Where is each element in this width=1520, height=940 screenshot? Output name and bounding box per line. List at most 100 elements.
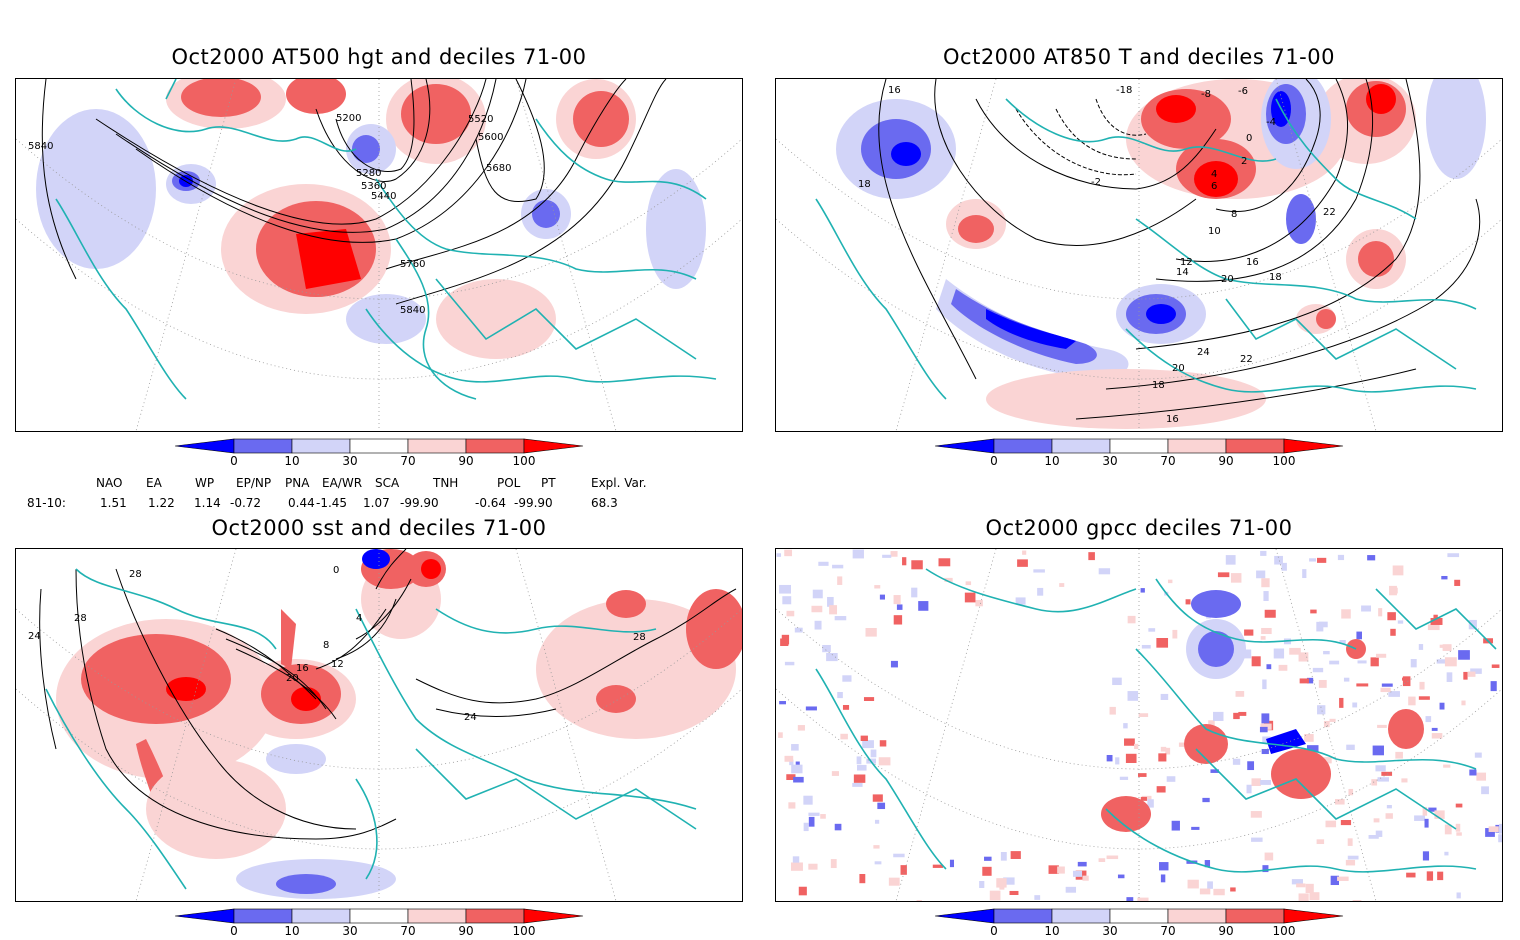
colorbar-tick: 70	[1160, 454, 1176, 468]
colorbar-tick: 100	[1272, 924, 1296, 938]
contour-label: 28	[633, 632, 646, 643]
index-header: EP/NP	[236, 476, 272, 490]
colorbar-tick: 0	[230, 924, 238, 938]
index-value: 1.22	[148, 496, 175, 510]
index-value: -1.45	[316, 496, 348, 510]
colorbar-swatch	[233, 908, 293, 924]
colorbar-tick: 10	[1044, 924, 1060, 938]
index-value: -0.64	[475, 496, 507, 510]
index-value: 1.51	[100, 496, 127, 510]
colorbar-swatch	[174, 438, 235, 454]
contour-label: 20	[1221, 274, 1234, 285]
contour-label: 2	[1241, 156, 1247, 167]
colorbar-tick: 90	[1218, 454, 1234, 468]
colorbar-swatch	[1167, 908, 1227, 924]
index-row-label: 81-10:	[27, 496, 66, 510]
colorbar-swatch	[349, 908, 409, 924]
contour-label: 16	[1166, 414, 1179, 425]
colorbar-bottom-left: 0 10 30 70 90 100	[174, 908, 595, 938]
panel-1-map: 5840 5200 5280 5360 5440 5520 5600 5680 …	[15, 78, 743, 432]
contour-label: 8	[323, 640, 329, 651]
colorbar-tick: 30	[1102, 454, 1118, 468]
colorbar-swatch	[407, 908, 467, 924]
contour-label: -4	[1266, 117, 1276, 128]
colorbar-tick: 70	[400, 454, 416, 468]
teleconnection-indices: NAO EA WP EP/NP PNA EA/WR SCA TNH POL PT…	[0, 474, 700, 514]
colorbar-tick: 90	[458, 454, 474, 468]
colorbar-swatch	[523, 908, 584, 924]
contour-label: 10	[1208, 226, 1221, 237]
colorbar-swatch	[1283, 908, 1344, 924]
index-header: SCA	[375, 476, 400, 490]
contour-label: 16	[888, 85, 901, 96]
index-header: EA/WR	[322, 476, 363, 490]
colorbar-swatch	[349, 438, 409, 454]
colorbar-swatch	[407, 438, 467, 454]
contour-label: 4	[1211, 169, 1217, 180]
contour-label: 4	[356, 613, 362, 624]
contour-label: 12	[1180, 257, 1193, 268]
colorbar-tick: 100	[512, 924, 536, 938]
panel-2-map: 16 18 -18 -8 -6 -4 -2 0 2 4 6 8 10 12 14…	[775, 78, 1503, 432]
colorbar-swatch	[1225, 438, 1285, 454]
colorbar-swatch	[1283, 438, 1344, 454]
index-value: -99.90	[400, 496, 439, 510]
colorbar-swatch	[1225, 908, 1285, 924]
contour-label: 24	[464, 712, 477, 723]
colorbar-tick: 10	[284, 454, 300, 468]
contour-label: 18	[1269, 272, 1282, 283]
contour-label: 8	[1231, 209, 1237, 220]
contour-label: -6	[1238, 86, 1248, 97]
colorbar-swatch	[465, 438, 525, 454]
contour-label: 18	[1152, 380, 1165, 391]
colorbar-swatch	[1051, 438, 1111, 454]
index-header: PT	[541, 476, 556, 490]
panel-1-title: Oct2000 AT500 hgt and deciles 71-00	[171, 45, 587, 69]
index-header: NAO	[96, 476, 123, 490]
colorbar-tick: 0	[990, 454, 998, 468]
contour-label: 28	[74, 613, 87, 624]
colorbar-bottom-right: 0 10 30 70 90 100	[934, 908, 1355, 938]
contour-label: 0	[1246, 133, 1252, 144]
colorbar-tick: 100	[512, 454, 536, 468]
index-value: -99.90	[514, 496, 553, 510]
colorbar-tick: 0	[990, 924, 998, 938]
colorbar-tick: 0	[230, 454, 238, 468]
contour-label: 16	[1246, 257, 1259, 268]
colorbar-swatch	[1109, 908, 1169, 924]
contour-label: 5760	[400, 259, 425, 270]
colorbar-swatch	[934, 438, 995, 454]
contour-label: 5840	[400, 305, 425, 316]
contour-label: 5840	[28, 141, 53, 152]
colorbar-tick: 70	[1160, 924, 1176, 938]
panel-4-title: Oct2000 gpcc deciles 71-00	[985, 516, 1293, 540]
contour-label: 22	[1323, 207, 1336, 218]
index-value: 68.3	[591, 496, 618, 510]
colorbar-swatch	[174, 908, 235, 924]
contour-label: 24	[1197, 347, 1210, 358]
contour-label: -18	[1116, 85, 1132, 96]
colorbar-tick: 10	[284, 924, 300, 938]
index-header: WP	[195, 476, 215, 490]
colorbar-tick: 10	[1044, 454, 1060, 468]
contour-label: 6	[1211, 181, 1217, 192]
colorbar-swatch	[291, 908, 351, 924]
colorbar-tick: 100	[1272, 454, 1296, 468]
index-header: PNA	[285, 476, 310, 490]
colorbar-swatch	[465, 908, 525, 924]
colorbar-tick: 70	[400, 924, 416, 938]
contour-label: 22	[1240, 354, 1253, 365]
contour-label: 20	[286, 673, 299, 684]
colorbar-tick: 90	[458, 924, 474, 938]
contour-label: 5440	[371, 191, 396, 202]
colorbar-top-left: 0 10 30 70 90 100	[174, 438, 595, 468]
contour-label: -2	[1091, 177, 1101, 188]
contour-label: 5600	[478, 132, 503, 143]
colorbar-tick: 90	[1218, 924, 1234, 938]
index-value: 1.07	[363, 496, 390, 510]
colorbar-swatch	[291, 438, 351, 454]
contour-label: 24	[28, 631, 41, 642]
index-header: TNH	[433, 476, 459, 490]
index-value: -0.72	[230, 496, 262, 510]
contour-label: 5520	[468, 114, 493, 125]
